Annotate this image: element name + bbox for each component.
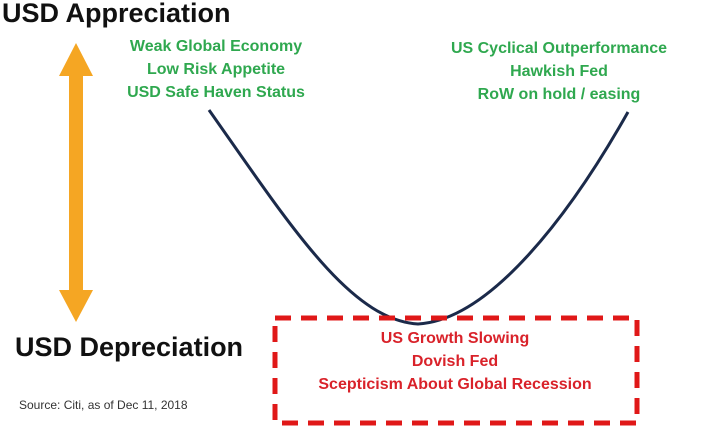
- smile-curve: [207, 109, 630, 326]
- usd-appreciation-label: USD Appreciation: [2, 0, 231, 28]
- arrow-head-down: [59, 290, 93, 322]
- bottom-scenario-text: US Growth Slowing Dovish Fed Scepticism …: [270, 327, 640, 396]
- bottom-scenario-line: Dovish Fed: [411, 353, 499, 370]
- left-scenario-line: USD Safe Haven Status: [127, 84, 305, 101]
- vertical-double-arrow: [59, 43, 93, 322]
- right-scenario-text: US Cyclical Outperformance Hawkish Fed R…: [398, 37, 706, 106]
- arrow-head-up: [59, 43, 93, 76]
- bottom-scenario-line: US Growth Slowing: [380, 330, 530, 347]
- right-scenario-line: RoW on hold / easing: [477, 86, 641, 103]
- arrow-shaft: [69, 72, 83, 294]
- right-scenario-line: US Cyclical Outperformance: [450, 40, 668, 57]
- left-scenario-text: Weak Global Economy Low Risk Appetite US…: [70, 35, 362, 104]
- bottom-scenario-line: Scepticism About Global Recession: [318, 376, 592, 393]
- left-scenario-line: Weak Global Economy: [129, 38, 303, 55]
- source-note: Source: Citi, as of Dec 11, 2018: [19, 398, 188, 412]
- left-scenario-line: Low Risk Appetite: [146, 61, 286, 78]
- right-scenario-line: Hawkish Fed: [510, 63, 608, 80]
- usd-depreciation-label: USD Depreciation: [15, 332, 244, 362]
